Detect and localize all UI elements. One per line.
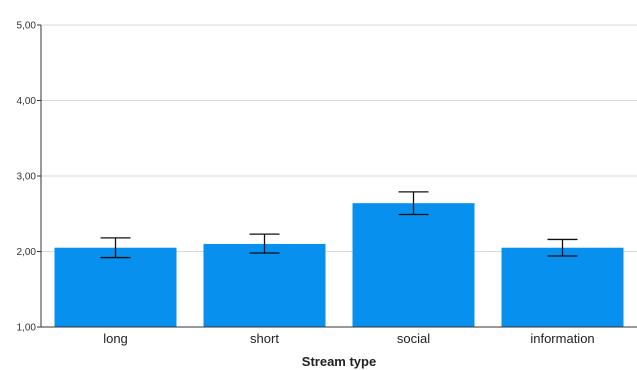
x-tick-label: information bbox=[530, 331, 594, 346]
y-tick-label: 4,00 bbox=[17, 96, 37, 107]
gridlines bbox=[41, 25, 637, 252]
bar bbox=[55, 248, 177, 327]
y-tick-label: 1,00 bbox=[17, 323, 37, 334]
x-axis-title: Stream type bbox=[302, 354, 376, 369]
y-tick-label: 3,00 bbox=[17, 172, 37, 183]
bar bbox=[204, 244, 326, 327]
bar bbox=[353, 203, 475, 327]
x-tick-label: social bbox=[397, 331, 430, 346]
bars bbox=[55, 203, 624, 327]
x-tick-label: short bbox=[250, 331, 279, 346]
y-tick-label: 2,00 bbox=[17, 247, 37, 258]
x-tick-label: long bbox=[103, 331, 128, 346]
bar bbox=[502, 248, 624, 327]
y-tick-label: 5,00 bbox=[17, 21, 37, 32]
error-bars bbox=[101, 192, 578, 258]
